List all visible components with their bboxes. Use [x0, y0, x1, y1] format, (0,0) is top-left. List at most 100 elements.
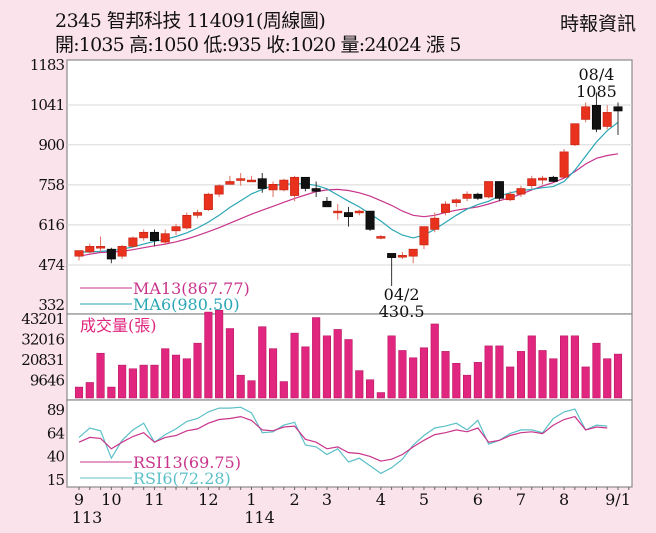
month-tick: 11 — [144, 490, 164, 509]
volume-bar — [128, 368, 137, 399]
volume-bar — [96, 352, 105, 399]
volume-bar — [473, 362, 482, 399]
price-tick: 758 — [38, 176, 64, 194]
volume-title: 成交量(張) — [80, 316, 157, 335]
volume-bar — [409, 357, 418, 399]
volume-bar — [279, 381, 288, 399]
volume-bar — [139, 364, 148, 399]
candlestick — [236, 173, 246, 186]
volume-bar — [463, 374, 472, 399]
volume-bar — [193, 342, 202, 399]
candlestick — [505, 191, 515, 202]
volume-bar — [516, 351, 526, 399]
month-tick: 2 — [290, 490, 300, 509]
price-tick: 474 — [38, 256, 64, 274]
month-tick: 6 — [473, 490, 483, 509]
rsi-panel — [66, 399, 633, 488]
volume-bar — [419, 347, 429, 399]
volume-bar — [560, 335, 569, 399]
price-panel — [66, 59, 633, 315]
candlestick — [548, 175, 558, 183]
volume-bar — [268, 348, 278, 399]
volume-bar — [376, 392, 385, 399]
volume-bar — [215, 309, 224, 399]
month-tick: 9 — [74, 490, 84, 509]
candlestick — [462, 191, 472, 202]
month-tick: 3 — [322, 490, 332, 509]
volume-bar — [74, 386, 84, 399]
volume-tick: 32016 — [21, 330, 64, 348]
volume-bar — [581, 366, 590, 399]
volume-bar — [118, 364, 127, 399]
candlestick — [139, 229, 149, 241]
month-tick: 12 — [198, 490, 218, 509]
month-tick: 1 — [246, 490, 256, 509]
volume-bar — [484, 345, 493, 399]
candlestick — [182, 212, 192, 230]
candlestick — [430, 212, 440, 233]
rsi-tick: 64 — [47, 425, 65, 443]
rsi-tick: 89 — [47, 401, 65, 419]
chart-title: 2345 智邦科技 114091(周線圖) — [55, 10, 326, 32]
price-tick: 332 — [38, 296, 64, 314]
candlestick — [441, 201, 451, 216]
volume-bar — [506, 366, 515, 399]
high-date-label: 08/4 — [578, 65, 614, 84]
candlestick — [117, 244, 127, 260]
low-date-label: 04/2 — [384, 285, 420, 304]
volume-bar — [387, 335, 396, 399]
volume-bar — [603, 358, 612, 399]
volume-bar — [366, 379, 375, 399]
price-tick: 1041 — [30, 96, 64, 114]
month-tick: 7 — [516, 490, 526, 509]
volume-bar — [570, 335, 579, 399]
candlestick — [484, 181, 494, 199]
candlestick — [322, 196, 332, 208]
candlestick — [128, 236, 138, 248]
volume-bar — [355, 370, 364, 399]
volume-bar — [613, 353, 623, 399]
source-label: 時報資訊 — [559, 13, 636, 35]
candlestick — [96, 236, 106, 252]
ohlc-stats: 開:1035 高:1050 低:935 收:1020 量:24024 漲 5 — [55, 34, 462, 56]
volume-bar — [333, 329, 342, 399]
volume-bar — [549, 358, 558, 399]
rsi13-legend: RSI13(69.75) — [133, 453, 241, 472]
volume-bar — [398, 350, 407, 399]
volume-bar — [344, 339, 353, 399]
ma13-legend: MA13(867.77) — [133, 279, 250, 298]
candlestick — [570, 123, 580, 147]
volume-bar — [182, 358, 191, 399]
volume-bar — [441, 351, 450, 399]
volume-bar — [161, 348, 170, 399]
candlestick — [451, 198, 461, 207]
volume-bar — [236, 374, 245, 399]
rsi-tick: 15 — [47, 471, 65, 489]
volume-bar — [107, 386, 116, 399]
candlestick — [408, 248, 418, 264]
volume-bar — [225, 328, 234, 399]
candlestick — [300, 176, 310, 192]
volume-bar — [527, 335, 536, 399]
candlestick — [527, 175, 537, 189]
candlestick — [397, 251, 407, 260]
low-value-label: 430.5 — [379, 302, 425, 321]
volume-bar — [85, 382, 94, 399]
candlestick — [203, 192, 213, 212]
month-tick: 9/1 — [605, 490, 631, 509]
candlestick — [387, 253, 397, 278]
price-tick: 1183 — [30, 56, 65, 74]
volume-bar — [258, 326, 267, 399]
volume-bar — [430, 323, 439, 399]
candlestick — [268, 181, 278, 197]
candlestick — [279, 178, 289, 192]
candlestick — [225, 175, 235, 185]
candlestick — [106, 247, 116, 264]
candlestick — [602, 105, 612, 130]
candlestick — [160, 229, 170, 245]
candlestick — [613, 102, 623, 135]
candlestick — [149, 229, 159, 247]
month-tick: 5 — [419, 490, 429, 509]
candlestick — [214, 184, 224, 197]
